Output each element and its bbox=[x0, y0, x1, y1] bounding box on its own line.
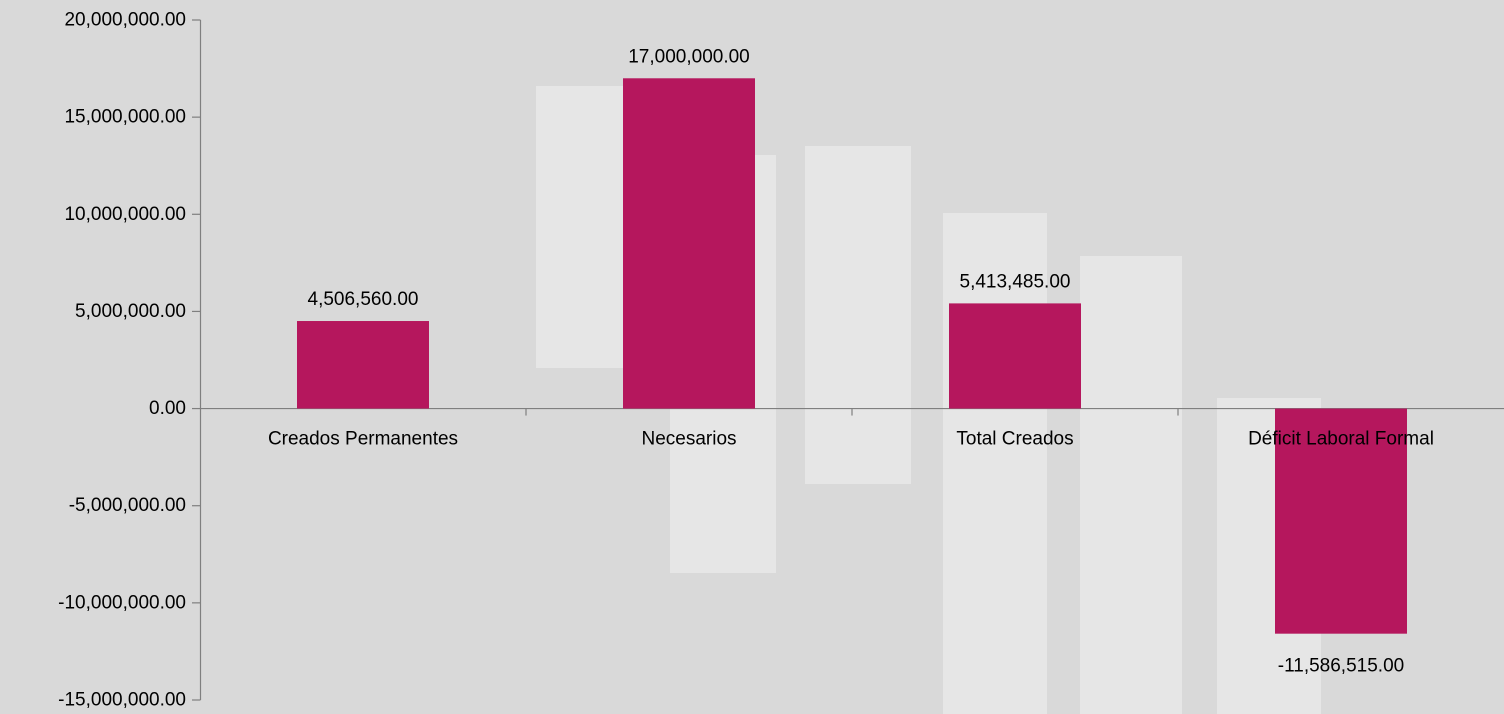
y-tick-label: -15,000,000.00 bbox=[58, 690, 186, 711]
bar bbox=[623, 78, 755, 409]
y-tick-label: 20,000,000.00 bbox=[64, 10, 186, 31]
decor-panel bbox=[1080, 256, 1182, 714]
y-tick-label: 15,000,000.00 bbox=[64, 107, 186, 128]
data-label: 17,000,000.00 bbox=[628, 46, 750, 67]
bars bbox=[297, 78, 1407, 634]
labels: 20,000,000.00 15,000,000.00 10,000,000.00 5… bbox=[58, 10, 1434, 711]
y-tick-label: -5,000,000.00 bbox=[69, 495, 186, 516]
data-label: -11,586,515.00 bbox=[1278, 656, 1404, 677]
x-category-label: Necesarios bbox=[641, 429, 736, 450]
y-tick-label: -10,000,000.00 bbox=[58, 592, 186, 613]
x-category-label: Déficit Laboral Formal bbox=[1248, 429, 1434, 450]
decor-panel bbox=[805, 146, 911, 484]
data-label: 4,506,560.00 bbox=[308, 289, 419, 310]
decor-panel bbox=[943, 213, 1047, 714]
bar bbox=[1275, 408, 1407, 634]
bar bbox=[297, 321, 429, 409]
y-tick-label: 10,000,000.00 bbox=[64, 204, 186, 225]
x-category-label: Creados Permanentes bbox=[268, 429, 458, 450]
y-tick-label: 5,000,000.00 bbox=[75, 301, 186, 322]
decor-panel bbox=[536, 86, 632, 368]
y-tick-label: 0.00 bbox=[149, 398, 186, 419]
data-label: 5,413,485.00 bbox=[960, 271, 1071, 292]
x-category-label: Total Creados bbox=[956, 429, 1073, 450]
bar bbox=[949, 303, 1081, 409]
